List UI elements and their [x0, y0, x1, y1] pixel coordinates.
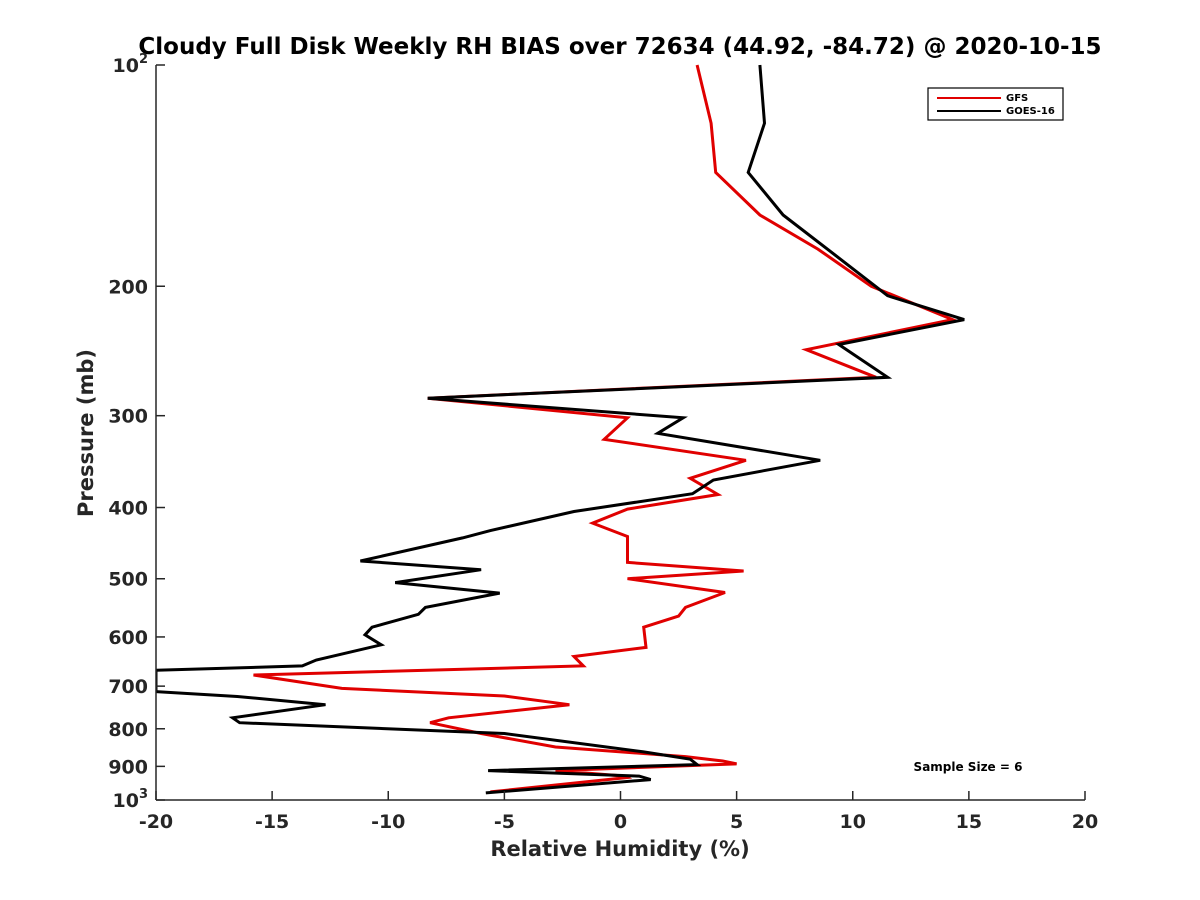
y-tick-label: 200: [108, 276, 148, 298]
series-layer: [156, 64, 965, 795]
x-tick-label: -5: [494, 811, 515, 833]
x-axis-label: Relative Humidity (%): [490, 837, 749, 861]
chart-title: Cloudy Full Disk Weekly RH BIAS over 726…: [138, 34, 1101, 60]
x-tick-label: -20: [139, 811, 173, 833]
y-tick-label: 600: [108, 627, 148, 649]
legend-label-gfs: GFS: [1006, 93, 1028, 104]
x-tick-label: 5: [730, 811, 743, 833]
y-axis-label: Pressure (mb): [74, 349, 98, 517]
sample-size-annotation: Sample Size = 6: [914, 760, 1023, 774]
y-tick-label: 102: [113, 52, 149, 77]
series-line-goes-16: [156, 64, 965, 795]
legend-label-goes16: GOES-16: [1006, 106, 1055, 117]
x-tick-label: 20: [1072, 811, 1098, 833]
legend: GFS GOES-16: [927, 87, 1064, 121]
x-tick-label: 10: [840, 811, 866, 833]
series-line-gfs: [253, 64, 958, 794]
plot-area: -20 -15 -10 -5 0 5 10 15 20 102 200 300 400 500 600 70…: [108, 52, 1098, 833]
x-tick-label: -10: [371, 811, 405, 833]
x-ticks: -20 -15 -10 -5 0 5 10 15 20: [139, 791, 1098, 833]
y-tick-label: 500: [108, 569, 148, 591]
y-tick-label: 700: [108, 676, 148, 698]
y-tick-label: 400: [108, 498, 148, 520]
y-tick-label: 103: [113, 787, 149, 812]
x-tick-label: -15: [255, 811, 289, 833]
y-tick-label: 900: [108, 756, 148, 778]
legend-box: [927, 87, 1064, 121]
y-tick-label: 800: [108, 719, 148, 741]
y-ticks: 102 200 300 400 500 600 700 800 900 103: [108, 52, 165, 812]
x-tick-label: 0: [614, 811, 627, 833]
y-tick-label: 300: [108, 406, 148, 428]
x-tick-label: 15: [956, 811, 982, 833]
